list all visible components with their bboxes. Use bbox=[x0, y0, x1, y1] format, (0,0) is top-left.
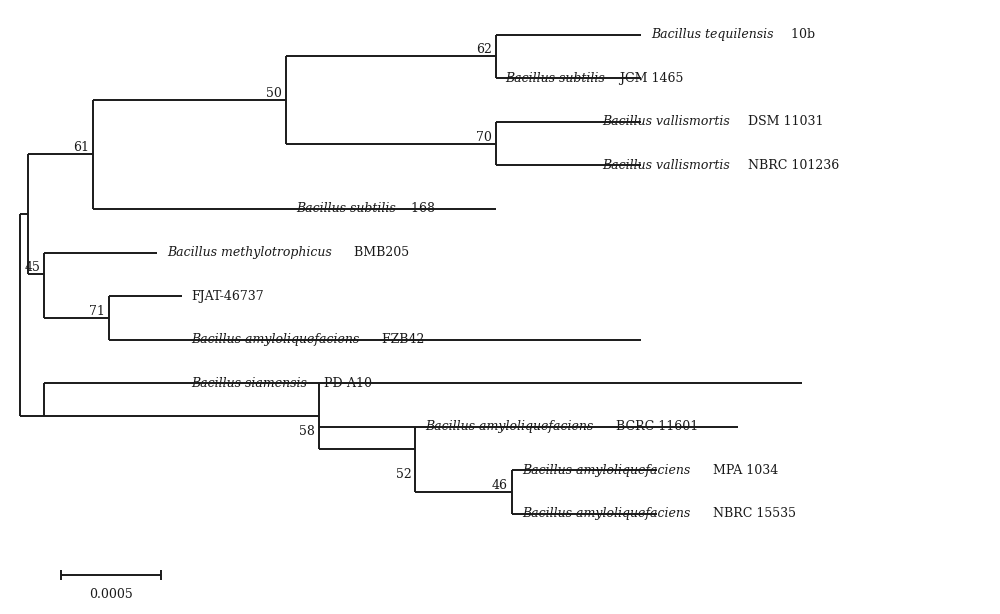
Text: BCRC 11601: BCRC 11601 bbox=[612, 421, 698, 433]
Text: 45: 45 bbox=[25, 262, 40, 274]
Text: NBRC 15535: NBRC 15535 bbox=[709, 508, 796, 521]
Text: FZB42: FZB42 bbox=[378, 333, 424, 346]
Text: Bacillus vallismortis: Bacillus vallismortis bbox=[602, 159, 730, 172]
Text: Bacillus amyloliquefaciens: Bacillus amyloliquefaciens bbox=[425, 421, 593, 433]
Text: DSM 11031: DSM 11031 bbox=[744, 115, 824, 128]
Text: 58: 58 bbox=[299, 425, 315, 438]
Text: 70: 70 bbox=[476, 131, 492, 144]
Text: 71: 71 bbox=[89, 305, 105, 318]
Text: NBRC 101236: NBRC 101236 bbox=[744, 159, 839, 172]
Text: MPA 1034: MPA 1034 bbox=[709, 464, 778, 477]
Text: 61: 61 bbox=[73, 141, 89, 155]
Text: Bacillus amyloliquefaciens: Bacillus amyloliquefaciens bbox=[522, 508, 690, 521]
Text: Bacillus subtilis: Bacillus subtilis bbox=[506, 72, 605, 85]
Text: 46: 46 bbox=[492, 479, 508, 492]
Text: 52: 52 bbox=[396, 468, 411, 481]
Text: Bacillus amyloliquefaciens: Bacillus amyloliquefaciens bbox=[522, 464, 690, 477]
Text: BMB205: BMB205 bbox=[350, 246, 409, 259]
Text: 62: 62 bbox=[476, 44, 492, 56]
Text: PD-A10: PD-A10 bbox=[320, 377, 372, 390]
Text: Bacillus tequilensis: Bacillus tequilensis bbox=[651, 28, 773, 41]
Text: FJAT-46737: FJAT-46737 bbox=[191, 290, 264, 303]
Text: 10b: 10b bbox=[787, 28, 815, 41]
Text: JCM 1465: JCM 1465 bbox=[616, 72, 684, 85]
Text: 0.0005: 0.0005 bbox=[89, 588, 133, 601]
Text: Bacillus siamensis: Bacillus siamensis bbox=[191, 377, 307, 390]
Text: 50: 50 bbox=[266, 87, 282, 100]
Text: Bacillus methylotrophicus: Bacillus methylotrophicus bbox=[167, 246, 332, 259]
Text: Bacillus subtilis: Bacillus subtilis bbox=[296, 203, 396, 216]
Text: 168: 168 bbox=[407, 203, 435, 216]
Text: Bacillus vallismortis: Bacillus vallismortis bbox=[602, 115, 730, 128]
Text: Bacillus amyloliquefaciens: Bacillus amyloliquefaciens bbox=[191, 333, 359, 346]
